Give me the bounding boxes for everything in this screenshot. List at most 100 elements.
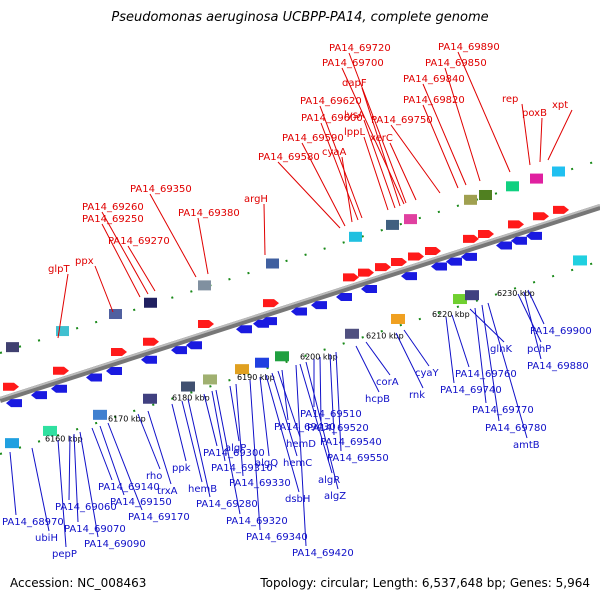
reverse-gene-label: PA14_69880 [527, 361, 589, 372]
gene-arrow-forward [143, 337, 159, 346]
gene-arrow-reverse [6, 399, 22, 408]
kbp-ticks: 6160 kbp 6170 kbp 6180 kbp 6190 kbp 6200 kbp… [45, 289, 535, 443]
forward-gene-label: PA14_69620 [300, 96, 362, 107]
protein-domain-box [349, 231, 362, 242]
gene-arrow-reverse [51, 384, 67, 393]
reverse-gene-label: PA14_69060 [55, 502, 117, 513]
protein-domain-box [479, 189, 492, 200]
protein-domain-box [255, 357, 269, 368]
accession-text: Accession: NC_008463 [10, 576, 147, 590]
gene-arrow-reverse [86, 373, 102, 382]
reverse-gene-label: PA14_69150 [110, 497, 172, 508]
protein-domain-box [198, 280, 211, 291]
reverse-gene-label: PA14_69140 [98, 482, 160, 493]
reverse-gene-label: PA14_69740 [440, 385, 502, 396]
reverse-gene-label: ppk [172, 463, 191, 474]
reverse-gene-label: PA14_69550 [327, 453, 389, 464]
gene-arrow-forward [53, 366, 69, 375]
forward-gene-label: xerC [370, 133, 393, 144]
gene-arrow-reverse [511, 236, 527, 245]
reverse-gene-label: PA14_69340 [246, 532, 308, 543]
gene-arrow-forward [375, 263, 391, 272]
forward-gene-label: PA14_69850 [425, 58, 487, 69]
reverse-gene-label: ubiH [35, 533, 58, 544]
protein-domain-box [93, 409, 107, 420]
genome-backbone [0, 204, 600, 403]
reverse-gene-label: trxA [157, 486, 178, 497]
forward-gene-label: cyaA [322, 147, 347, 158]
gene-arrow-reverse [526, 231, 542, 240]
protein-domain-box [266, 258, 279, 269]
reverse-gene-label: algP [225, 443, 246, 454]
forward-gene-label: rep [502, 94, 518, 105]
gene-arrow-reverse [106, 367, 122, 376]
gene-arrow-forward [391, 257, 407, 266]
gene-arrow-forward [478, 229, 494, 238]
protein-domain-box [506, 181, 519, 192]
reverse-gene-labels: PA14_68970ubiHpepPPA14_69060PA14_69070PA… [2, 289, 592, 560]
gene-arrow-reverse [291, 307, 307, 316]
gene-arrow-reverse [361, 284, 377, 293]
gene-arrow-forward [425, 247, 441, 256]
reverse-gene-label: hcpB [365, 394, 390, 405]
gene-arrow-forward [508, 220, 524, 229]
tick-label: 6200 kbp [300, 353, 338, 362]
protein-domain-box [56, 326, 69, 337]
protein-domain-box [5, 438, 19, 449]
reverse-gene-label: dsbH [285, 494, 310, 505]
gene-arrow-forward [358, 268, 374, 277]
reverse-gene-label: PA14_69330 [229, 478, 291, 489]
reverse-gene-label: PA14_68970 [2, 517, 64, 528]
reverse-gene-label: PA14_69900 [530, 326, 592, 337]
reverse-gene-track [5, 231, 587, 449]
tick-label: 6180 kbp [172, 394, 210, 403]
protein-domain-box [573, 255, 587, 266]
forward-gene-label: PA14_69600 [301, 113, 363, 124]
gene-arrow-forward [3, 382, 19, 391]
page-title: Pseudomonas aeruginosa UCBPP-PA14, compl… [111, 10, 489, 25]
protein-domain-box [275, 351, 289, 362]
forward-gene-label: argH [244, 194, 268, 205]
forward-gene-label: PA14_69720 [329, 43, 391, 54]
protein-domain-box [109, 309, 122, 320]
forward-gene-label: dapF [342, 78, 367, 89]
reverse-gene-label: PA14_69170 [128, 512, 190, 523]
gene-arrow-reverse [311, 301, 327, 310]
protein-domain-box [453, 294, 467, 305]
tick-label: 6230 kbp [497, 289, 535, 298]
forward-gene-label: xpt [552, 100, 568, 111]
protein-domain-box [530, 173, 543, 184]
forward-gene-label: PA14_69820 [403, 95, 465, 106]
forward-gene-label: glpT [48, 264, 70, 275]
tick-label: 6160 kbp [45, 435, 83, 444]
forward-gene-track [3, 166, 569, 391]
reverse-gene-label: pepP [52, 549, 77, 560]
gene-arrow-reverse [446, 257, 462, 266]
protein-domain-box [464, 194, 477, 205]
reverse-gene-label: amtB [513, 440, 540, 451]
gene-arrow-reverse [31, 391, 47, 400]
gene-arrow-reverse [431, 262, 447, 271]
reverse-gene-label: PA14_69510 [300, 409, 362, 420]
protein-domain-box [143, 393, 157, 404]
gene-arrow-reverse [336, 293, 352, 302]
protein-domain-box [6, 342, 19, 353]
reverse-gene-label: PA14_69780 [485, 423, 547, 434]
gene-arrow-reverse [236, 325, 252, 334]
protein-domain-box [144, 297, 157, 308]
protein-domain-box [345, 328, 359, 339]
forward-gene-label: PA14_69380 [178, 208, 240, 219]
reverse-gene-label: PA14_69280 [196, 499, 258, 510]
protein-domain-box [203, 374, 217, 385]
gene-arrow-reverse [261, 317, 277, 326]
gene-arrow-forward [343, 273, 359, 282]
gene-arrow-forward [408, 252, 424, 261]
forward-gene-label: PA14_69270 [108, 236, 170, 247]
forward-gene-label: PA14_69750 [371, 115, 433, 126]
reverse-gene-label: hemC [283, 458, 312, 469]
protein-domain-box [43, 425, 57, 436]
reverse-gene-label: hemB [188, 484, 217, 495]
reverse-gene-label: PA14_69090 [84, 539, 146, 550]
